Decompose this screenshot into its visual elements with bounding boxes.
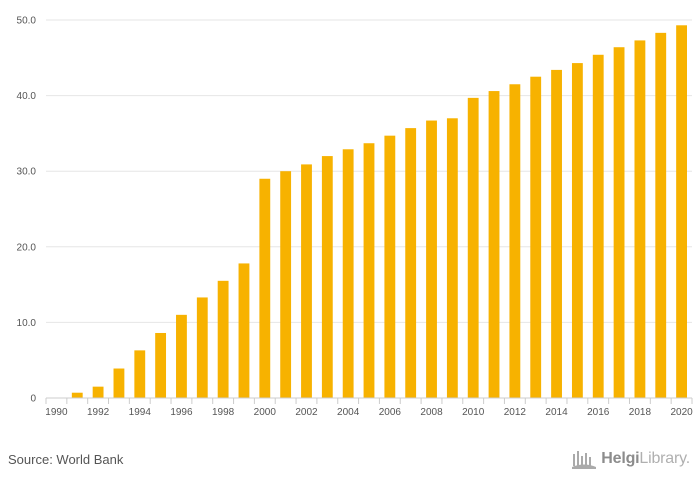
- x-tick-label: 2002: [295, 407, 318, 418]
- y-tick-label: 30.0: [17, 167, 37, 178]
- bar-1991: [71, 392, 83, 398]
- library-icon: [572, 451, 597, 469]
- x-tick-label: 2020: [670, 407, 693, 418]
- x-tick-label: 1990: [45, 407, 68, 418]
- x-tick-label: 2018: [629, 407, 652, 418]
- y-axis-labels: 0 10.0 20.0 30.0 40.0 50.0: [17, 16, 37, 405]
- x-tick-label: 2008: [420, 407, 443, 418]
- bar-2006: [384, 135, 396, 399]
- bar-1995: [155, 332, 167, 398]
- x-tick-label: 2000: [254, 407, 277, 418]
- y-tick-label: 20.0: [17, 242, 37, 253]
- y-tick-label: 50.0: [17, 16, 37, 27]
- x-axis-ticks: [45, 398, 693, 404]
- x-tick-label: 1998: [212, 407, 235, 418]
- brand-logo: HelgiLibrary.: [571, 446, 690, 472]
- bar-2020: [676, 25, 687, 398]
- bar-2013: [530, 76, 542, 398]
- bar-2016: [592, 54, 604, 398]
- y-tick-label: 40.0: [17, 91, 37, 102]
- bar-2014: [551, 69, 562, 399]
- bar-2000: [259, 178, 271, 398]
- x-tick-label: 1992: [87, 407, 110, 418]
- bar-2008: [426, 120, 437, 399]
- bar-1992: [92, 386, 104, 398]
- x-tick-label: 2006: [379, 407, 402, 418]
- bar-2019: [655, 32, 667, 398]
- bar-1999: [238, 263, 250, 398]
- bar-1996: [176, 314, 187, 398]
- bar-2018: [634, 40, 646, 398]
- x-tick-label: 2016: [587, 407, 610, 418]
- source-note: Source: World Bank: [8, 452, 124, 467]
- bar-2011: [488, 91, 500, 398]
- bar-1994: [134, 350, 146, 398]
- bar-2003: [321, 156, 333, 398]
- bar-chart: 010.020.030.040.050.0 1990 1992 1994 1996 19…: [17, 16, 694, 419]
- x-tick-label: 1996: [170, 407, 193, 418]
- bar-2010: [467, 97, 479, 399]
- brand-name: HelgiLibrary.: [601, 450, 690, 467]
- bars: [71, 25, 687, 399]
- bar-2002: [301, 164, 312, 398]
- x-axis-labels: 1990 1992 1994 1996 1998 2000 2002 2004 2006 2008…: [45, 407, 693, 418]
- bar-2007: [405, 128, 417, 399]
- bar-2005: [363, 143, 375, 398]
- bar-1997: [196, 297, 208, 398]
- bar-2001: [280, 171, 292, 398]
- bar-2012: [509, 84, 521, 398]
- bar-2009: [446, 118, 458, 398]
- x-tick-label: 2012: [504, 407, 527, 418]
- y-tick-label: 10.0: [17, 318, 37, 329]
- bar-1993: [113, 368, 125, 398]
- bar-2015: [571, 63, 583, 399]
- x-tick-label: 2014: [545, 407, 568, 418]
- x-tick-label: 2004: [337, 407, 360, 418]
- bar-1998: [217, 280, 229, 398]
- bar-2017: [613, 47, 625, 398]
- y-tick-label: 0: [30, 394, 36, 405]
- x-tick-label: 2010: [462, 407, 485, 418]
- bar-2004: [342, 149, 354, 398]
- x-tick-label: 1994: [129, 407, 152, 418]
